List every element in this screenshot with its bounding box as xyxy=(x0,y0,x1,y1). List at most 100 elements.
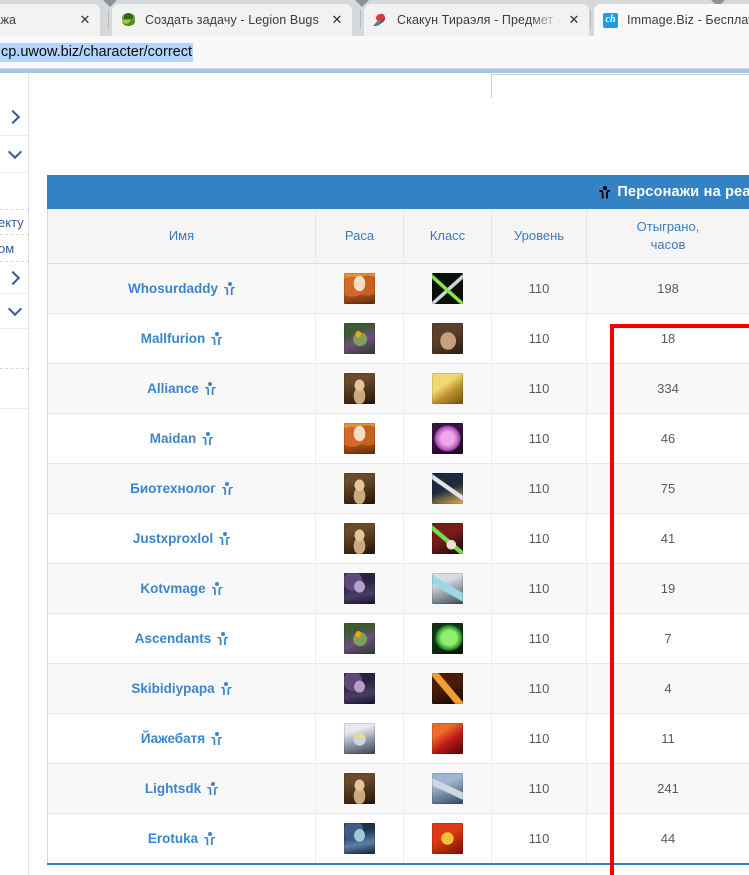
tab-close-icon-0[interactable]: ✕ xyxy=(79,12,91,27)
character-link[interactable]: Whosurdaddy xyxy=(128,281,235,296)
page-viewport: екту ом Персонажи на реалм xyxy=(0,69,749,875)
cell-level: 110 xyxy=(491,763,587,814)
tab-close-icon-1[interactable]: ✕ xyxy=(331,12,343,27)
character-link[interactable]: Alliance xyxy=(147,381,216,396)
top-content-panel xyxy=(491,74,749,98)
column-header-name[interactable]: Имя xyxy=(47,209,316,264)
character-link[interactable]: Erotuka xyxy=(148,831,215,846)
person-icon xyxy=(204,832,215,845)
tab-title-3: Immage.Biz - Бесплатны xyxy=(627,13,749,27)
card-header: Персонажи на реалм xyxy=(47,175,749,209)
character-name: Mallfurion xyxy=(140,331,206,346)
character-link[interactable]: Mallfurion xyxy=(141,331,223,346)
sidebar-item-8[interactable] xyxy=(0,369,29,409)
tab-close-icon-2[interactable]: ✕ xyxy=(568,12,580,27)
column-header-class[interactable]: Класс xyxy=(403,209,492,264)
person-icon xyxy=(221,682,232,695)
cell-class xyxy=(403,313,492,364)
chevron-down-icon xyxy=(7,144,22,160)
character-name: Kotvmage xyxy=(140,581,206,596)
cell-class xyxy=(403,563,492,614)
character-link[interactable]: Lightsdk xyxy=(145,781,218,796)
character-link[interactable]: Йажебатя xyxy=(141,731,222,746)
cell-hours: 7 xyxy=(586,613,749,664)
sidebar-item-4[interactable]: ом xyxy=(0,235,29,262)
race-icon-human-male xyxy=(344,773,375,804)
cell-name: Alliance xyxy=(47,363,316,414)
url-text[interactable]: cp.uwow.biz/character/correct xyxy=(0,42,193,62)
sidebar-item-1[interactable] xyxy=(0,136,29,173)
characters-card: Персонажи на реалм Имя Раса Класс У xyxy=(47,175,749,865)
cell-name: Erotuka xyxy=(47,813,316,865)
sidebar-item-2[interactable] xyxy=(0,173,29,210)
character-name: Lightsdk xyxy=(144,781,202,796)
race-icon-draenei xyxy=(344,723,375,754)
cell-name: Kotvmage xyxy=(47,563,316,614)
cell-race xyxy=(315,563,404,614)
browser-tab-2[interactable]: Скакун Тираэля - Предмет - Wo ✕ xyxy=(364,4,589,36)
race-icon-human-female xyxy=(344,423,375,454)
table-row: Lightsdk 110 241 xyxy=(47,763,749,814)
character-link[interactable]: Maidan xyxy=(150,431,214,446)
cell-level: 110 xyxy=(491,813,587,865)
card-title: Персонажи на реалм xyxy=(617,184,749,200)
character-name: Ascendants xyxy=(134,631,212,646)
cell-class xyxy=(403,263,492,314)
column-header-hours[interactable]: Отыграно, часов xyxy=(586,209,749,264)
character-name: Skibidiypapa xyxy=(131,681,215,696)
tab-drop-indicator-0 xyxy=(103,0,117,7)
table-row: Kotvmage 110 19 xyxy=(47,563,749,614)
character-link[interactable]: Skibidiypapa xyxy=(131,681,231,696)
browser-tab-1[interactable]: Создать задачу - Legion Bugs ✕ xyxy=(112,4,352,36)
cell-level: 110 xyxy=(491,413,587,464)
tab-strip: сонажа ✕ Создать задачу - Legion Bugs ✕ … xyxy=(0,0,749,36)
character-link[interactable]: Justxproxlol xyxy=(133,531,230,546)
class-icon-mage xyxy=(432,573,463,604)
character-name: Alliance xyxy=(147,381,199,396)
cell-hours: 4 xyxy=(586,663,749,714)
cell-name: Lightsdk xyxy=(47,763,316,814)
cell-hours: 334 xyxy=(586,363,749,414)
cell-race xyxy=(315,413,404,464)
person-icon xyxy=(207,782,218,795)
column-header-race[interactable]: Раса xyxy=(315,209,404,264)
browser-tab-0[interactable]: сонажа ✕ xyxy=(0,4,100,36)
cell-level: 110 xyxy=(491,563,587,614)
chevron-right-icon-2 xyxy=(5,270,21,285)
table-row: Justxproxlol 110 41 xyxy=(47,513,749,564)
class-icon-priest xyxy=(432,423,463,454)
column-header-level[interactable]: Уровень xyxy=(491,209,587,264)
character-link[interactable]: Kotvmage xyxy=(140,581,222,596)
character-link[interactable]: Ascendants xyxy=(135,631,229,646)
table-row: Биотехнолог 110 75 xyxy=(47,463,749,514)
table-header-row: Имя Раса Класс Уровень Отыграно, часов xyxy=(47,209,749,264)
cell-race xyxy=(315,313,404,364)
table-row: Йажебатя 110 11 xyxy=(47,713,749,764)
person-icon xyxy=(222,482,233,495)
cell-race xyxy=(315,713,404,764)
class-icon-warlock xyxy=(432,623,463,654)
address-bar[interactable]: cp.uwow.biz/character/correct xyxy=(0,36,749,69)
class-icon-rogue xyxy=(432,273,463,304)
race-icon-troll xyxy=(344,623,375,654)
cell-hours: 19 xyxy=(586,563,749,614)
cell-name: Whosurdaddy xyxy=(47,263,316,314)
class-icon-monk xyxy=(432,673,463,704)
race-icon-human-male xyxy=(344,523,375,554)
class-icon-hunter xyxy=(432,523,463,554)
sidebar-item-7[interactable] xyxy=(0,329,29,369)
cell-level: 110 xyxy=(491,613,587,664)
sidebar-item-3[interactable]: екту xyxy=(0,210,29,235)
table-row: Mallfurion 110 18 xyxy=(47,313,749,364)
sidebar-item-5[interactable] xyxy=(0,262,29,294)
cell-name: Justxproxlol xyxy=(47,513,316,564)
tab-favicon-ch-icon: ch xyxy=(602,12,619,29)
cell-name: Ascendants xyxy=(47,613,316,664)
sidebar-item-6[interactable] xyxy=(0,294,29,329)
sidebar-item-0[interactable] xyxy=(0,99,29,136)
character-link[interactable]: Биотехнолог xyxy=(130,481,233,496)
character-name: Maidan xyxy=(149,431,197,446)
cell-name: Mallfurion xyxy=(47,313,316,364)
browser-tab-3[interactable]: ch Immage.Biz - Бесплатны xyxy=(594,4,749,36)
